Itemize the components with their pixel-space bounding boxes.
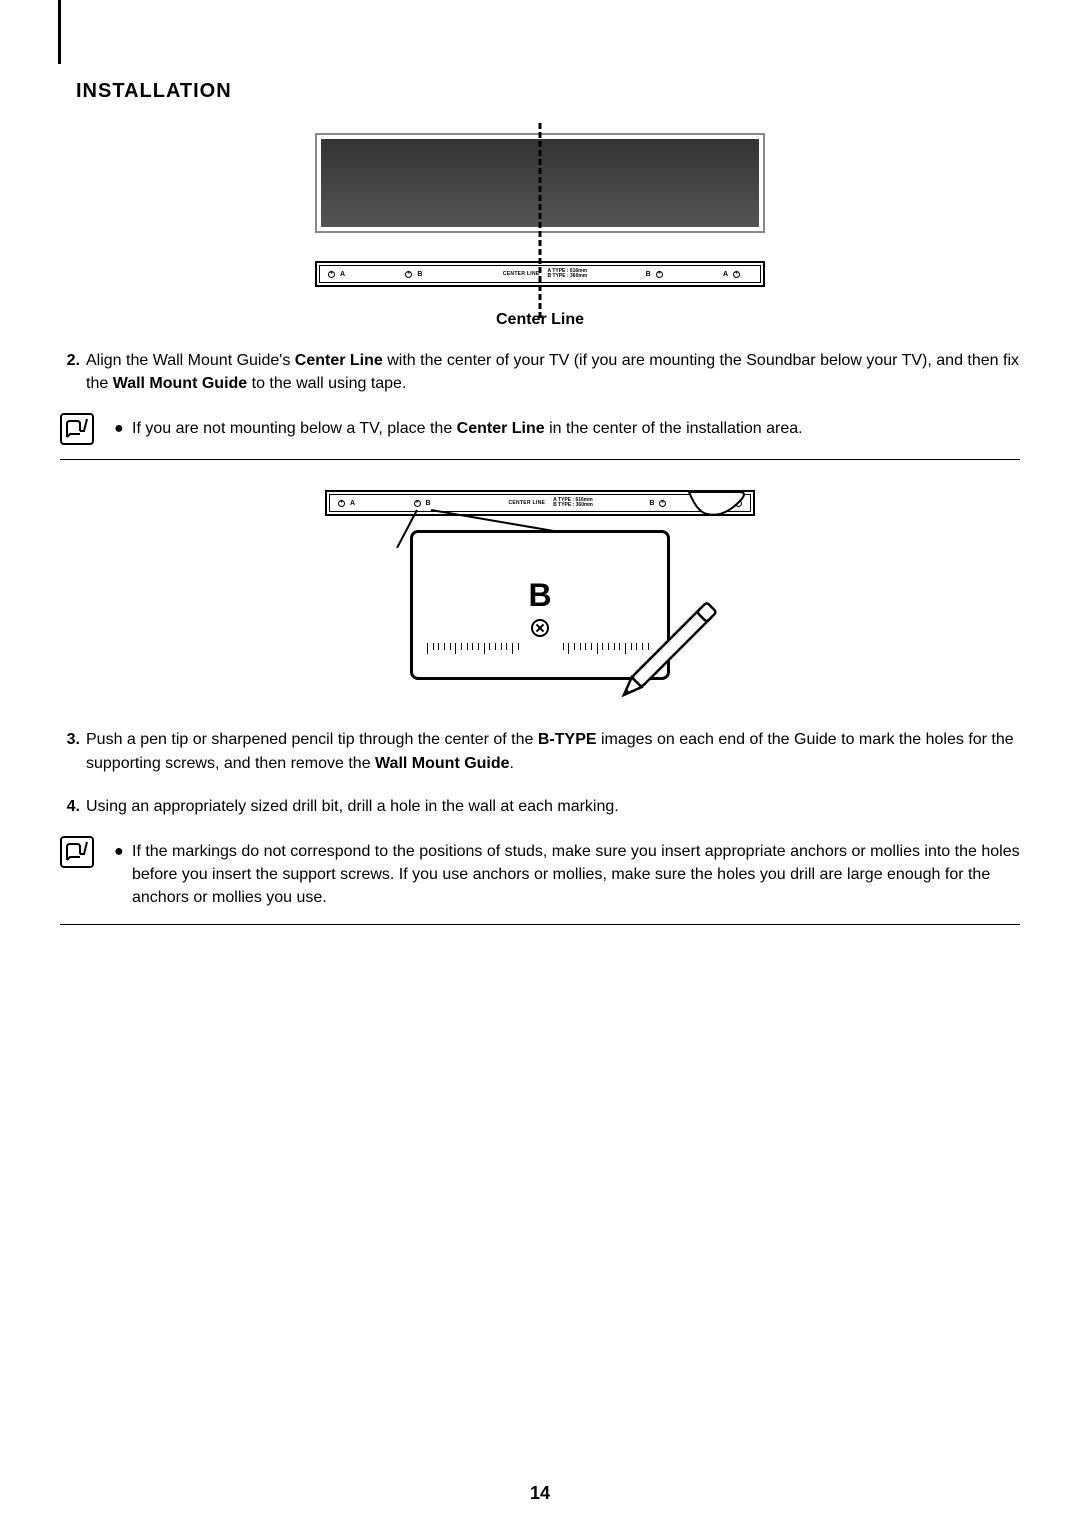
note-icon xyxy=(60,413,94,445)
step-2: 2. Align the Wall Mount Guide's Center L… xyxy=(60,349,1020,395)
peel-corner xyxy=(679,484,759,524)
figure-mark-holes: A B CENTER LINE A TYPE : 616mm B TYPE : … xyxy=(325,490,755,680)
hole-marker-b-right xyxy=(659,500,666,507)
t: Center Line xyxy=(295,352,383,369)
header-rule xyxy=(58,0,61,64)
t: Wall Mount Guide xyxy=(113,375,248,392)
strip-label: B xyxy=(649,500,654,507)
strip-label: A xyxy=(340,271,345,278)
spec-b: B TYPE : 360mm xyxy=(553,502,593,508)
step-text: Push a pen tip or sharpened pencil tip t… xyxy=(86,728,1020,774)
step-number: 3. xyxy=(60,728,86,774)
figure-tv-center-line: A B CENTER LINE A TYPE : 616mm B TYPE : … xyxy=(315,133,765,287)
t: to the wall using tape. xyxy=(247,375,406,392)
t: Push a pen tip or sharpened pencil tip t… xyxy=(86,731,538,748)
zoom-hole-marker xyxy=(531,619,549,637)
strip-spec: A TYPE : 616mm B TYPE : 360mm xyxy=(553,498,593,508)
pen-icon xyxy=(585,581,735,731)
t: If you are not mounting below a TV, plac… xyxy=(132,420,457,437)
zoom-box: B xyxy=(410,530,670,680)
note-block: ● If you are not mounting below a TV, pl… xyxy=(60,413,1020,460)
step-4: 4. Using an appropriately sized drill bi… xyxy=(60,795,1020,818)
hole-marker-b-left xyxy=(414,500,421,507)
step-3: 3. Push a pen tip or sharpened pencil ti… xyxy=(60,728,1020,774)
hole-marker-a-left xyxy=(338,500,345,507)
step-text: Align the Wall Mount Guide's Center Line… xyxy=(86,349,1020,395)
strip-label: A xyxy=(723,271,728,278)
step-number: 4. xyxy=(60,795,86,818)
step-number: 2. xyxy=(60,349,86,395)
strip-spec: A TYPE : 616mm B TYPE : 360mm xyxy=(548,269,588,279)
spec-b: B TYPE : 360mm xyxy=(548,273,588,279)
strip-label: B xyxy=(646,271,651,278)
hole-marker-b-right xyxy=(656,271,663,278)
zoom-letter: B xyxy=(528,577,551,614)
t: . xyxy=(510,755,514,772)
t: B-TYPE xyxy=(538,731,597,748)
t: Wall Mount Guide xyxy=(375,755,510,772)
strip-center-text: CENTER LINE xyxy=(509,500,546,506)
bullet: ● xyxy=(114,840,132,910)
note-block: ● If the markings do not correspond to t… xyxy=(60,836,1020,925)
center-line-dashed xyxy=(539,123,542,318)
note-text: If the markings do not correspond to the… xyxy=(132,840,1020,910)
strip-label: B xyxy=(426,500,431,507)
strip-center-text: CENTER LINE xyxy=(503,271,540,277)
note-icon xyxy=(60,836,94,868)
note-text: If you are not mounting below a TV, plac… xyxy=(132,417,803,440)
section-title: INSTALLATION xyxy=(76,80,1020,103)
bullet: ● xyxy=(114,417,132,440)
step-text: Using an appropriately sized drill bit, … xyxy=(86,795,1020,818)
hole-marker-a-left xyxy=(328,271,335,278)
strip-label: A xyxy=(350,500,355,507)
t: Align the Wall Mount Guide's xyxy=(86,352,295,369)
hole-marker-b-left xyxy=(405,271,412,278)
t: Center Line xyxy=(457,420,545,437)
tick-gap xyxy=(521,641,559,655)
note-body: ● If you are not mounting below a TV, pl… xyxy=(114,413,1020,440)
note-body: ● If the markings do not correspond to t… xyxy=(114,836,1020,910)
t: in the center of the installation area. xyxy=(545,420,803,437)
strip-label: B xyxy=(417,271,422,278)
hole-marker-a-right xyxy=(733,271,740,278)
page-number: 14 xyxy=(0,1483,1080,1504)
